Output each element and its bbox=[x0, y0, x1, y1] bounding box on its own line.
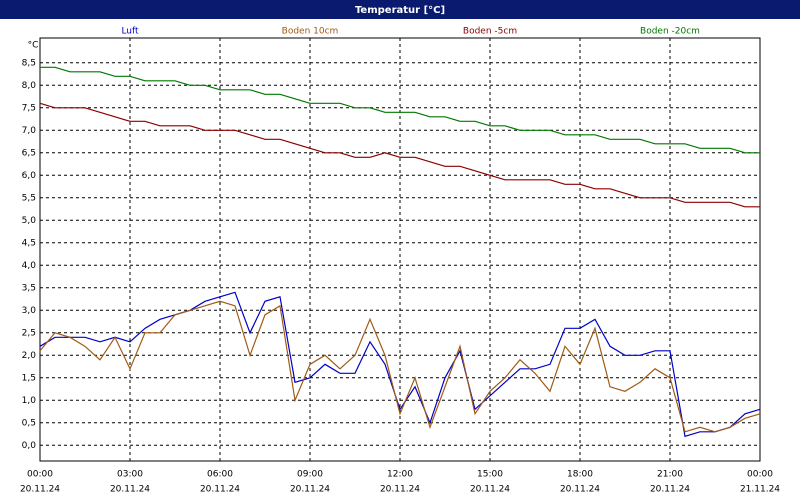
y-tick-label: 7,5 bbox=[22, 103, 36, 113]
y-tick-label: 8,0 bbox=[22, 81, 37, 91]
legend-entry: Luft bbox=[121, 27, 139, 37]
x-tick-label: 00:00 bbox=[27, 470, 53, 480]
x-tick-label: 03:00 bbox=[117, 470, 143, 480]
x-tick-label: 00:00 bbox=[747, 470, 773, 480]
chart-title: Temperatur [°C] bbox=[355, 5, 445, 16]
y-tick-label: 0,5 bbox=[22, 418, 36, 428]
x-tick-date: 20.11.24 bbox=[290, 485, 330, 495]
x-tick-label: 18:00 bbox=[567, 470, 593, 480]
legend-entry: Boden -20cm bbox=[640, 27, 700, 37]
x-tick-label: 21:00 bbox=[657, 470, 683, 480]
series-line bbox=[39, 291, 761, 438]
y-tick-label: 5,5 bbox=[22, 193, 36, 203]
y-tick-label: 0,0 bbox=[22, 441, 37, 451]
y-tick-label: 4,5 bbox=[22, 238, 36, 248]
series-line bbox=[39, 300, 761, 433]
y-tick-label: 3,0 bbox=[22, 306, 37, 316]
title-bar bbox=[0, 0, 800, 19]
x-tick-label: 15:00 bbox=[477, 470, 503, 480]
x-tick-date: 20.11.24 bbox=[470, 485, 510, 495]
y-unit: °C bbox=[28, 41, 39, 51]
y-tick-label: 5,0 bbox=[22, 216, 37, 226]
x-tick-date: 20.11.24 bbox=[380, 485, 420, 495]
x-tick-label: 09:00 bbox=[297, 470, 323, 480]
x-tick-label: 12:00 bbox=[387, 470, 413, 480]
y-tick-label: 3,5 bbox=[22, 283, 36, 293]
y-tick-label: 1,5 bbox=[22, 373, 36, 383]
y-tick-label: 8,5 bbox=[22, 58, 36, 68]
legend-entry: Boden 10cm bbox=[282, 27, 339, 37]
y-tick-label: 2,0 bbox=[22, 351, 37, 361]
y-tick-label: 6,5 bbox=[22, 148, 36, 158]
x-tick-date: 21.11.24 bbox=[740, 485, 780, 495]
x-tick-date: 20.11.24 bbox=[200, 485, 240, 495]
y-tick-label: 7,0 bbox=[22, 126, 37, 136]
y-tick-label: 2,5 bbox=[22, 328, 36, 338]
x-tick-date: 20.11.24 bbox=[650, 485, 690, 495]
x-tick-label: 06:00 bbox=[207, 470, 233, 480]
series-line bbox=[39, 102, 760, 208]
x-tick-date: 20.11.24 bbox=[20, 485, 60, 495]
x-tick-date: 20.11.24 bbox=[560, 485, 600, 495]
x-tick-date: 20.11.24 bbox=[110, 485, 150, 495]
y-tick-label: 1,0 bbox=[22, 396, 37, 406]
y-tick-label: 4,0 bbox=[22, 261, 37, 271]
legend-entry: Boden -5cm bbox=[463, 27, 517, 37]
series-line bbox=[40, 66, 760, 154]
y-tick-label: 6,0 bbox=[22, 171, 37, 181]
